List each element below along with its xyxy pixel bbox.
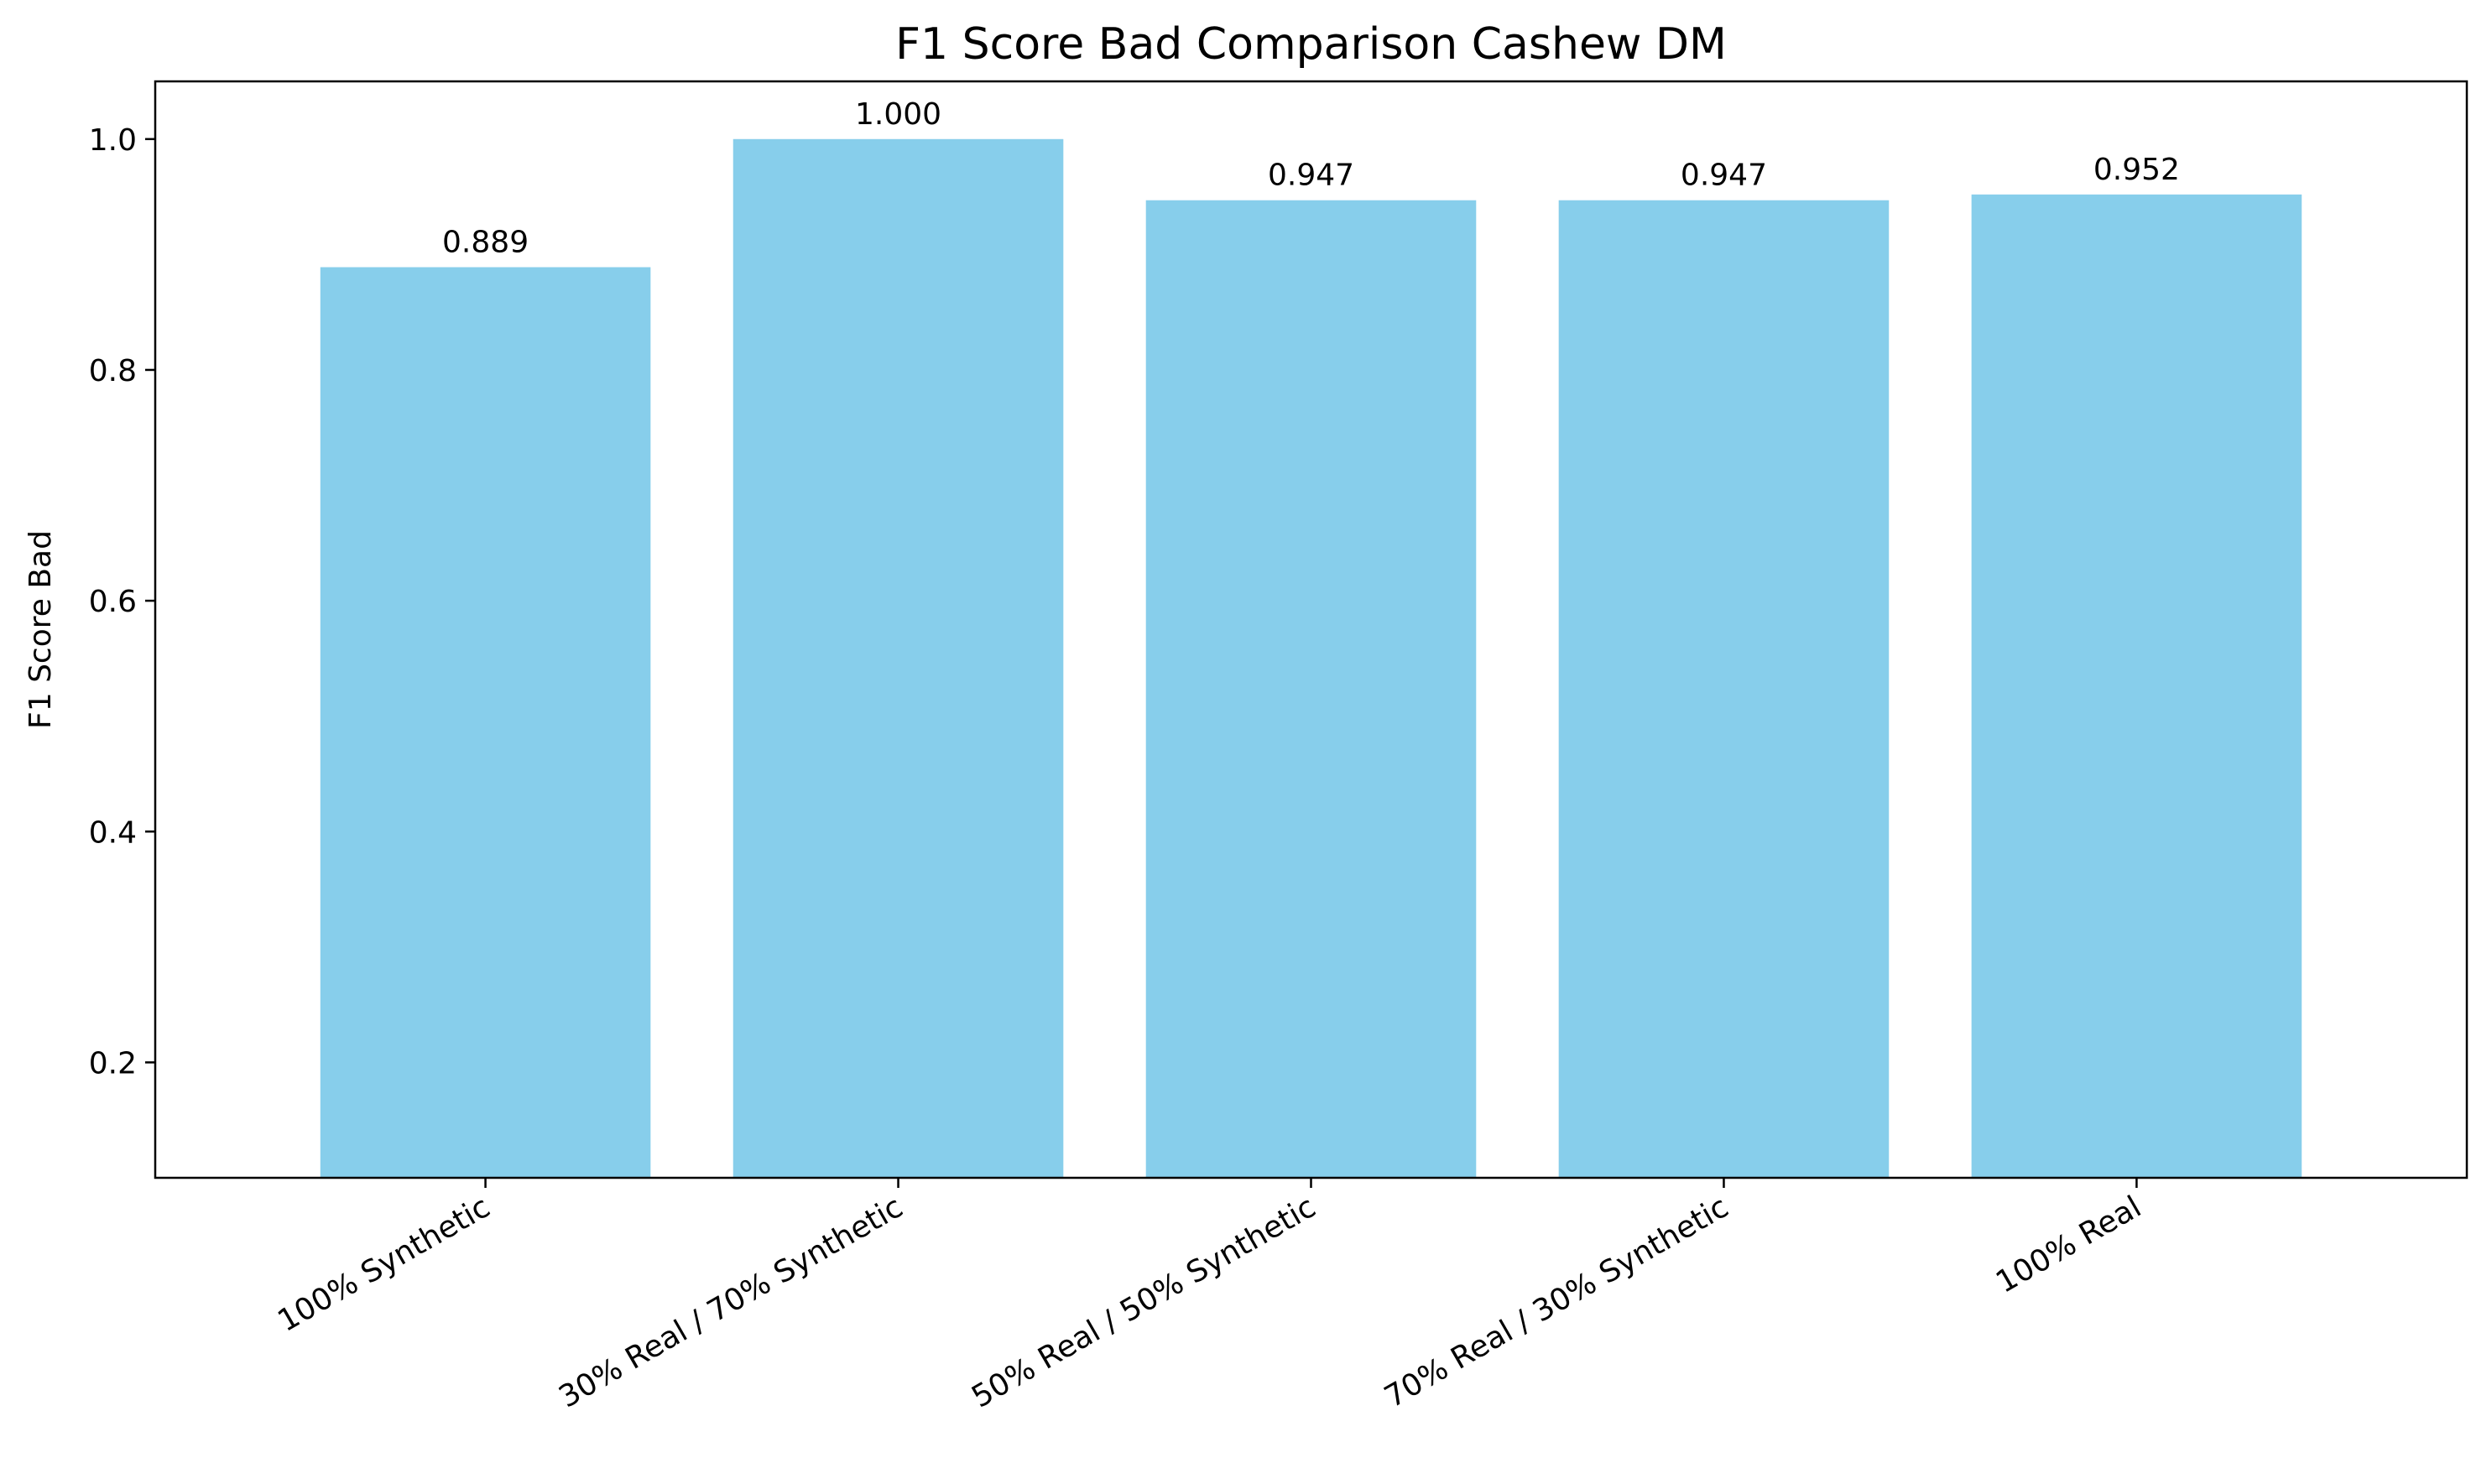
x-tick-label: 100% Real [1990, 1190, 2147, 1299]
bars-group [320, 138, 2302, 1179]
bar-value-label: 0.952 [2093, 153, 2180, 187]
x-axis: 100% Synthetic 30% Real / 70% Synthetic 50… [272, 1178, 2147, 1415]
bar-value-label: 0.889 [442, 226, 529, 260]
value-labels-group: 0.889 1.000 0.947 0.947 0.952 [442, 97, 2180, 260]
y-tick-label: 0.8 [89, 354, 137, 388]
bar [1558, 200, 1890, 1179]
y-tick-label: 0.2 [89, 1046, 137, 1080]
bar [732, 138, 1064, 1179]
x-tick-label: 50% Real / 50% Synthetic [966, 1190, 1322, 1414]
x-tick-label: 70% Real / 30% Synthetic [1379, 1190, 1734, 1414]
y-axis-label: F1 Score Bad [23, 530, 58, 729]
y-tick-label: 0.4 [89, 815, 137, 850]
bar [1145, 200, 1477, 1179]
bar-value-label: 1.000 [855, 97, 941, 132]
bar-value-label: 0.947 [1268, 159, 1354, 193]
y-tick-label: 0.6 [89, 585, 137, 619]
y-tick-label: 1.0 [89, 123, 137, 158]
y-axis: 0.2 0.4 0.6 0.8 1.0 [89, 123, 155, 1080]
x-tick-label: 30% Real / 70% Synthetic [553, 1190, 909, 1414]
chart-title: F1 Score Bad Comparison Cashew DM [895, 19, 1727, 70]
x-tick-label: 100% Synthetic [272, 1190, 496, 1339]
bar [1971, 194, 2302, 1178]
bar [320, 267, 651, 1179]
bar-value-label: 0.947 [1681, 159, 1767, 193]
plot-frame [154, 80, 2469, 1179]
